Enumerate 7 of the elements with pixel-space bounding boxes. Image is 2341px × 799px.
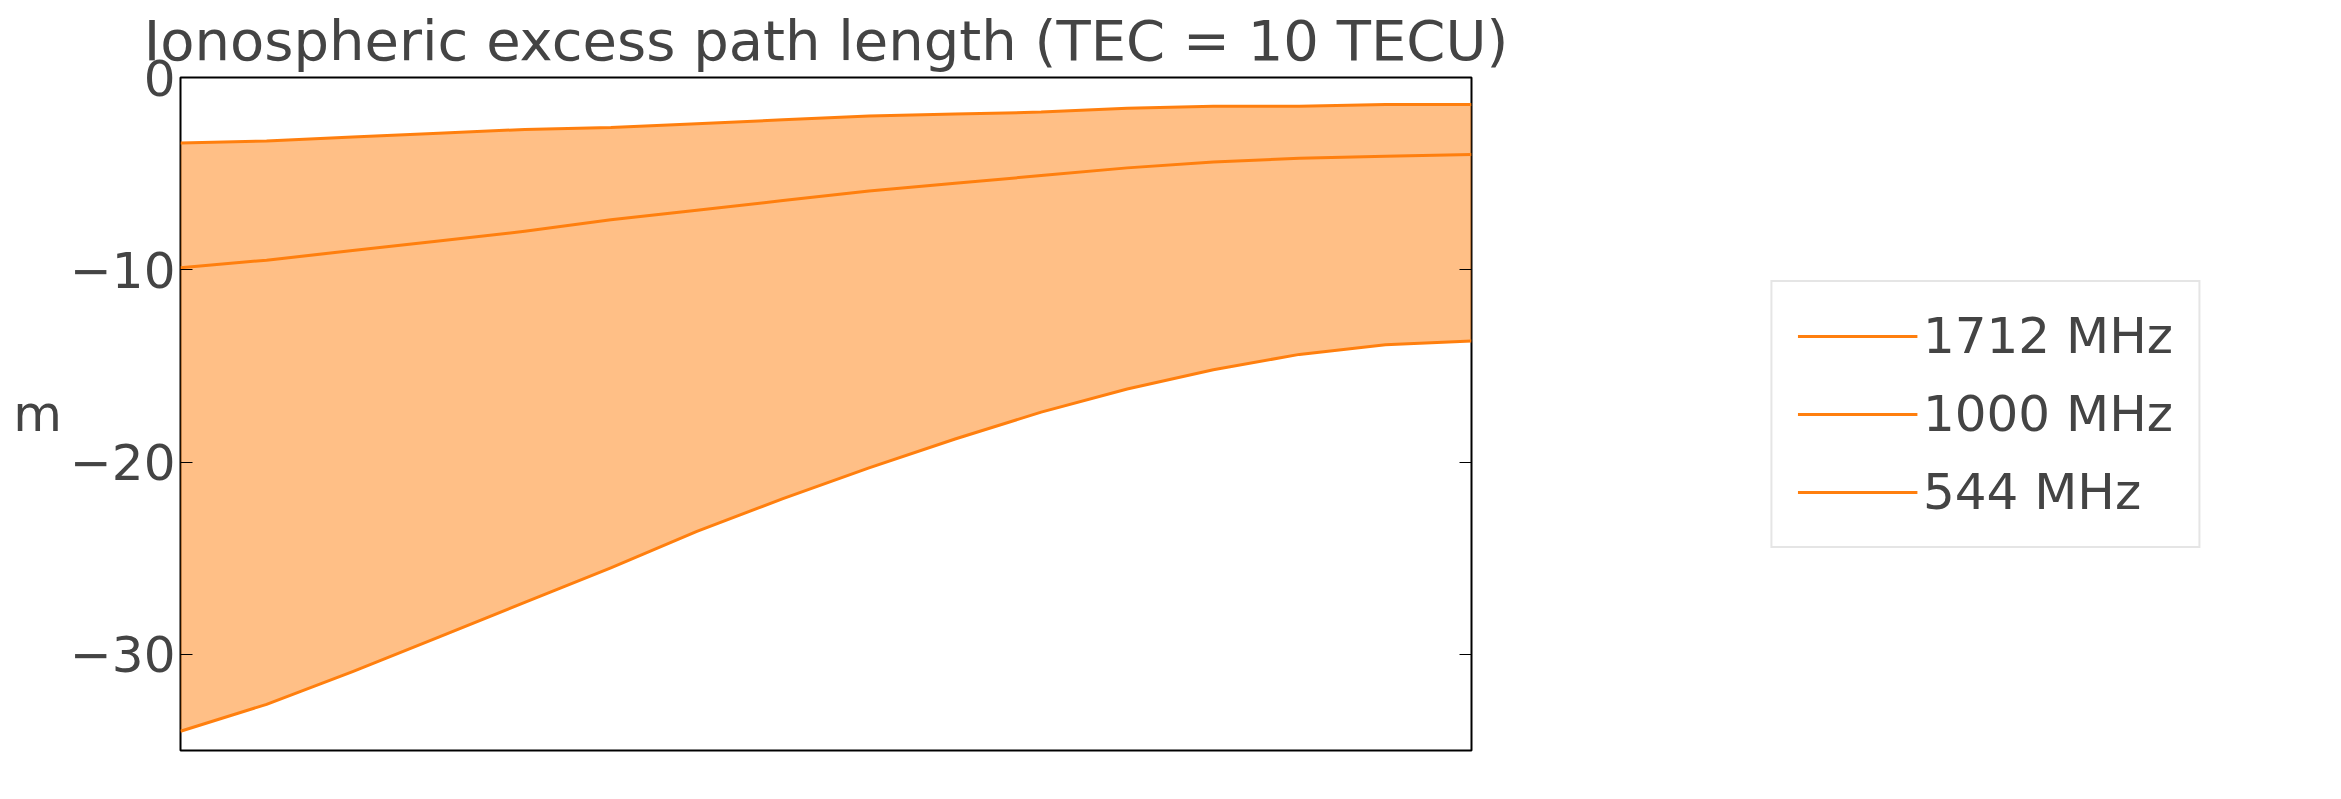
y-axis-title: m (13, 385, 62, 443)
legend-label: 544 MHz (1922, 462, 2142, 521)
legend-label: 1000 MHz (1922, 384, 2174, 443)
legend-label: 1712 MHz (1922, 306, 2174, 365)
y-tick-label: −20 (69, 434, 176, 493)
y-tick-label: −30 (69, 626, 176, 685)
y-tick-label: −10 (69, 241, 176, 300)
